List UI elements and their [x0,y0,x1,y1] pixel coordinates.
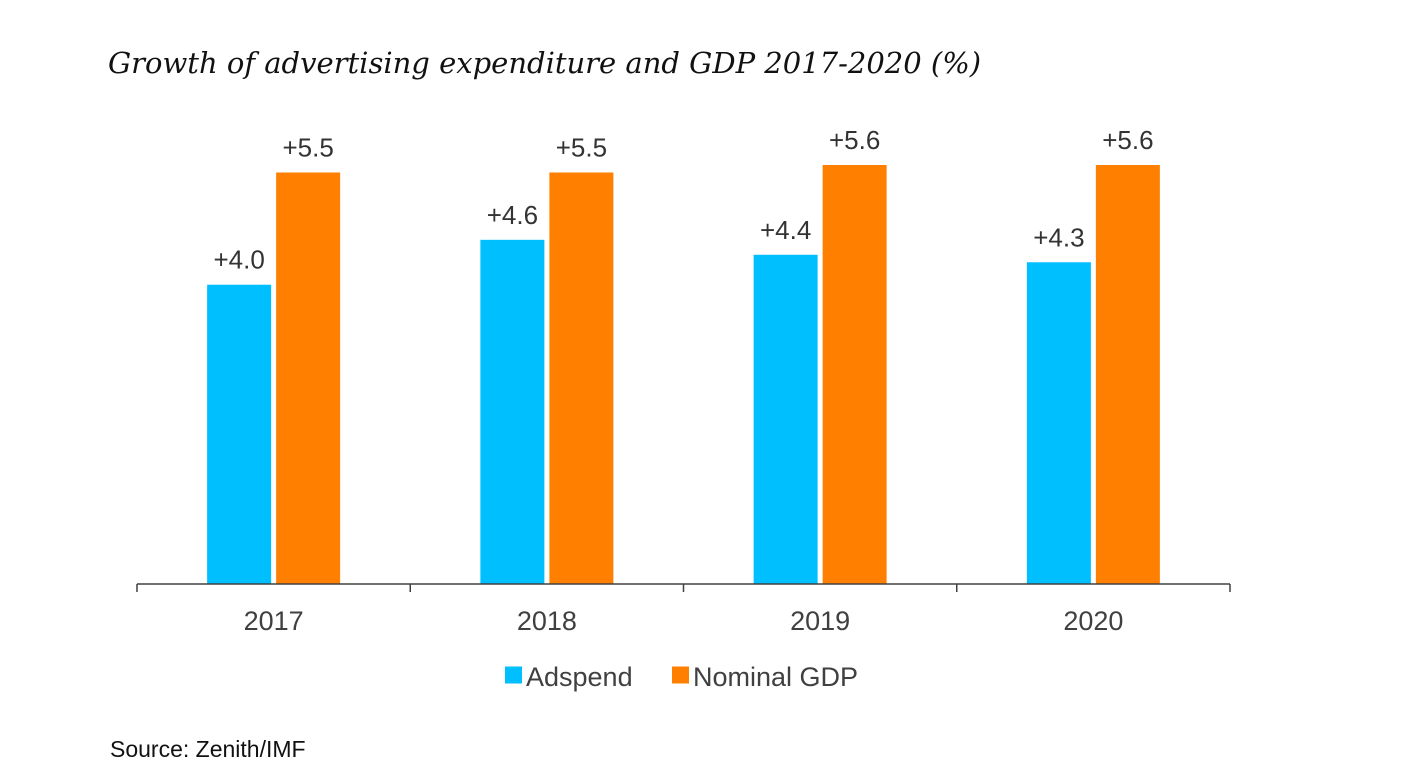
bar-nominal-gdp-2018 [549,172,614,584]
data-label-adspend-2017: +4.0 [213,245,264,275]
x-tick-label-2018: 2018 [517,606,577,636]
legend-label-nominal-gdp: Nominal GDP [693,662,858,692]
x-tick-label-2017: 2017 [244,606,304,636]
legend-swatch-nominal-gdp [672,666,689,684]
bar-chart: +4.0 +5.5 2017 +4.6 +5.5 2018 +4.4 +5.6 2019 +4.3… [136,125,1231,692]
source-note: Source: Zenith/IMF [110,736,306,762]
x-tick-label-2019: 2019 [790,606,850,636]
data-label-nominal-gdp-2020: +5.6 [1102,125,1153,155]
x-tick-label-2020: 2020 [1063,606,1123,636]
chart-title: Growth of advertising expenditure and GD… [108,46,982,80]
bar-nominal-gdp-2017 [276,172,341,584]
bar-adspend-2018 [480,239,545,585]
bar-adspend-2019 [753,254,818,585]
data-label-adspend-2018: +4.6 [487,200,538,230]
data-label-nominal-gdp-2019: +5.6 [829,125,880,155]
bar-adspend-2017 [207,284,272,584]
data-label-adspend-2020: +4.3 [1033,222,1084,252]
legend-swatch-adspend [505,666,522,684]
data-label-adspend-2019: +4.4 [760,215,811,245]
bar-adspend-2020 [1026,262,1091,584]
bar-nominal-gdp-2019 [822,165,887,584]
legend-label-adspend: Adspend [526,662,633,692]
data-label-nominal-gdp-2018: +5.5 [556,132,607,162]
bar-nominal-gdp-2020 [1095,165,1160,584]
data-label-nominal-gdp-2017: +5.5 [282,132,333,162]
